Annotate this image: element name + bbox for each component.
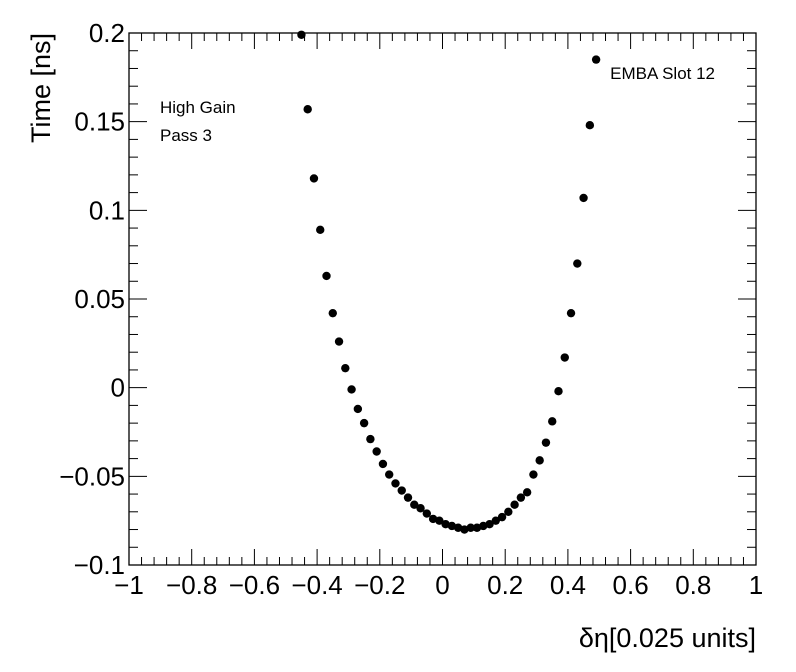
y-tick-label: 0.15 [74, 107, 125, 137]
x-tick-label: 0 [435, 570, 449, 600]
y-tick-label: −0.1 [74, 550, 125, 580]
data-point [322, 271, 331, 281]
data-point [372, 447, 381, 456]
x-axis-title: δη[0.025 units] [579, 623, 756, 653]
data-point [334, 337, 344, 346]
y-tick-label: 0.2 [89, 18, 125, 48]
data-point [560, 353, 569, 362]
x-tick-label: −0.2 [354, 570, 405, 600]
data-point [566, 308, 576, 318]
data-point [359, 418, 369, 428]
data-point [297, 30, 306, 39]
y-tick-labels: −0.1 −0.05 0 0.05 0.1 0.15 0.2 [59, 18, 125, 580]
data-point [491, 516, 500, 525]
data-point [591, 55, 601, 64]
data-point [403, 493, 413, 502]
data-point [522, 488, 532, 497]
data-point [353, 404, 363, 414]
data-point [309, 174, 319, 183]
plot-frame [128, 32, 757, 566]
data-point [341, 363, 350, 373]
data-point [378, 459, 388, 469]
data-point [416, 504, 425, 513]
x-tick-labels: −1 −0.8 −0.6 −0.4 −0.2 0 0.2 0.4 0.6 0.8 1 [114, 570, 763, 600]
x-tick-label: 0.8 [675, 570, 711, 600]
x-tick-label: 0.2 [487, 570, 523, 600]
data-point [366, 434, 375, 444]
data-point [303, 105, 312, 114]
x-tick-label: 0.4 [550, 570, 586, 600]
data-point [579, 193, 588, 203]
data-point [347, 385, 356, 394]
y-tick-label: 0.05 [74, 284, 125, 314]
data-point [316, 225, 325, 235]
data-point [485, 520, 494, 529]
data-point [435, 516, 444, 525]
x-tick-label: −0.4 [291, 570, 342, 600]
data-point [422, 509, 432, 518]
annotation-slot: EMBA Slot 12 [610, 64, 715, 83]
y-tick-label: 0.1 [89, 195, 125, 225]
data-point [504, 507, 513, 516]
annotation-high-gain: High Gain [160, 98, 236, 117]
data-point [391, 479, 400, 488]
y-tick-label: 0 [111, 373, 125, 403]
data-point [397, 486, 406, 495]
x-tick-label: 0.6 [613, 570, 649, 600]
data-point [585, 121, 595, 130]
data-point [466, 523, 475, 532]
data-point [529, 470, 538, 479]
annotation-pass: Pass 3 [160, 126, 212, 145]
data-points [297, 30, 601, 534]
x-tick-label: −0.8 [166, 570, 217, 600]
data-point [328, 308, 337, 318]
x-tick-label: 1 [749, 570, 763, 600]
data-point [385, 470, 394, 479]
data-point [516, 493, 526, 502]
x-tick-label: −0.6 [229, 570, 280, 600]
data-point [548, 417, 557, 426]
y-axis-title: Time [ns] [26, 33, 56, 143]
data-point [541, 438, 551, 447]
data-point [510, 500, 519, 509]
data-point [535, 456, 544, 465]
data-point [497, 512, 507, 522]
data-point [410, 500, 419, 509]
data-point [554, 387, 563, 396]
data-point [573, 259, 582, 268]
x-tick-label: −1 [114, 570, 144, 600]
y-tick-label: −0.05 [59, 461, 125, 491]
